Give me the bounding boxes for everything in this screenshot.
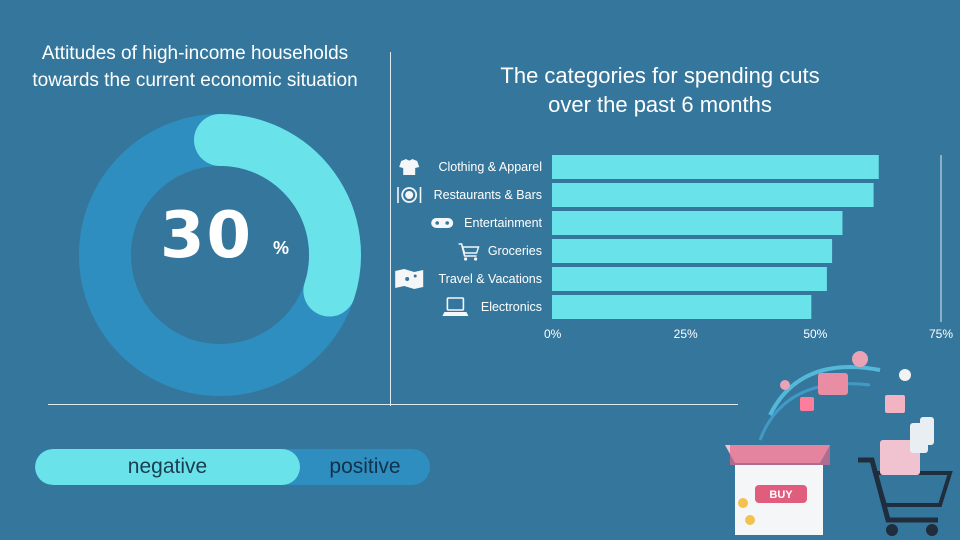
bar-0: [552, 155, 879, 179]
shopping-cart-icon: [458, 243, 480, 261]
category-icons: [395, 159, 480, 316]
donut-chart: [79, 114, 361, 396]
horizontal-divider: [48, 404, 738, 405]
donut-title-line1: Attitudes of high-income households: [41, 43, 349, 64]
online-shopping-illustration: BUY: [725, 351, 953, 536]
laptop-icon: [442, 297, 469, 316]
toggle-negative[interactable]: negative: [35, 449, 300, 485]
shopping-cart-illustration: [858, 423, 953, 536]
bar-1: [552, 183, 874, 207]
map-icon: [395, 269, 424, 289]
donut-hole: [131, 166, 309, 344]
vertical-divider: [390, 52, 391, 406]
donut-value-arc: [194, 114, 361, 317]
donut-unit: %: [273, 238, 290, 258]
buy-label: BUY: [769, 489, 793, 501]
sentiment-toggle[interactable]: negative positive: [35, 449, 430, 485]
shop-front-icon: BUY: [725, 445, 830, 535]
gamepad-icon: [431, 218, 454, 228]
x-tick-3: 75%: [929, 327, 954, 341]
x-tick-0: 0%: [544, 327, 562, 341]
toggle-positive[interactable]: positive: [329, 455, 401, 478]
bar-4: [552, 267, 827, 291]
bar-2: [552, 211, 843, 235]
donut-title-line2: towards the current economic situation: [32, 70, 358, 91]
chart-title-line2: over the past 6 months: [548, 92, 772, 117]
bar-5: [552, 295, 812, 319]
chart-title-line1: The categories for spending cuts: [500, 63, 820, 88]
chart-title: The categories for spending cuts over th…: [440, 61, 880, 119]
x-tick-2: 50%: [803, 327, 828, 341]
bars-group: [552, 155, 879, 319]
x-tick-1: 25%: [673, 327, 698, 341]
donut-value: 30: [160, 199, 254, 273]
plate-cutlery-icon: [397, 187, 422, 203]
tshirt-icon: [399, 159, 420, 175]
bar-3: [552, 239, 833, 263]
donut-title: Attitudes of high-income households towa…: [10, 40, 380, 94]
